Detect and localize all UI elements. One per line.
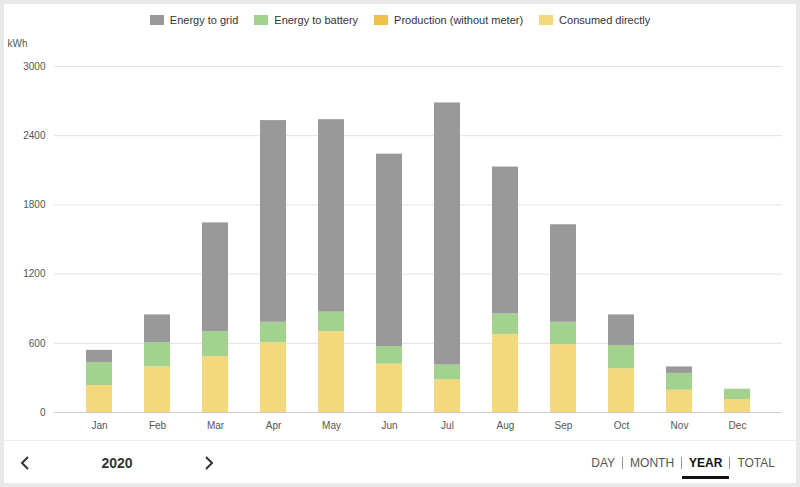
svg-text:2400: 2400: [23, 130, 46, 141]
svg-text:Apr: Apr: [266, 420, 282, 431]
html-text:DAY: DAY: [591, 455, 616, 470]
html-text:TOTAL: TOTAL: [737, 455, 775, 470]
html-text:Production (without meter): Production (without meter): [394, 14, 524, 26]
svg-text:Nov: Nov: [671, 420, 689, 431]
html-text:YEAR: YEAR: [689, 456, 723, 470]
svg-text:Dec: Dec: [729, 420, 747, 431]
svg-text:Jul: Jul: [441, 420, 454, 431]
html-text:MONTH: MONTH: [630, 455, 675, 470]
svg-text:Oct: Oct: [614, 420, 630, 431]
svg-text:Jan: Jan: [91, 420, 107, 431]
svg-text:Mar: Mar: [207, 420, 225, 431]
svg-text:3000: 3000: [23, 61, 46, 72]
html-text:Energy to grid: Energy to grid: [169, 14, 239, 26]
html-text:2020: 2020: [101, 454, 133, 471]
svg-text:600: 600: [29, 338, 46, 349]
svg-text:1200: 1200: [23, 268, 46, 279]
svg-text:0: 0: [40, 407, 46, 418]
html-text:Consumed directly: Consumed directly: [559, 14, 651, 26]
svg-text:1800: 1800: [23, 199, 46, 210]
html-text:Energy to battery: Energy to battery: [274, 14, 359, 26]
svg-text:Aug: Aug: [497, 420, 515, 431]
svg-text:May: May: [322, 420, 341, 431]
svg-text:Feb: Feb: [149, 420, 167, 431]
svg-text:Jun: Jun: [381, 420, 397, 431]
svg-text:kWh: kWh: [8, 38, 28, 49]
svg-text:Sep: Sep: [555, 420, 573, 431]
